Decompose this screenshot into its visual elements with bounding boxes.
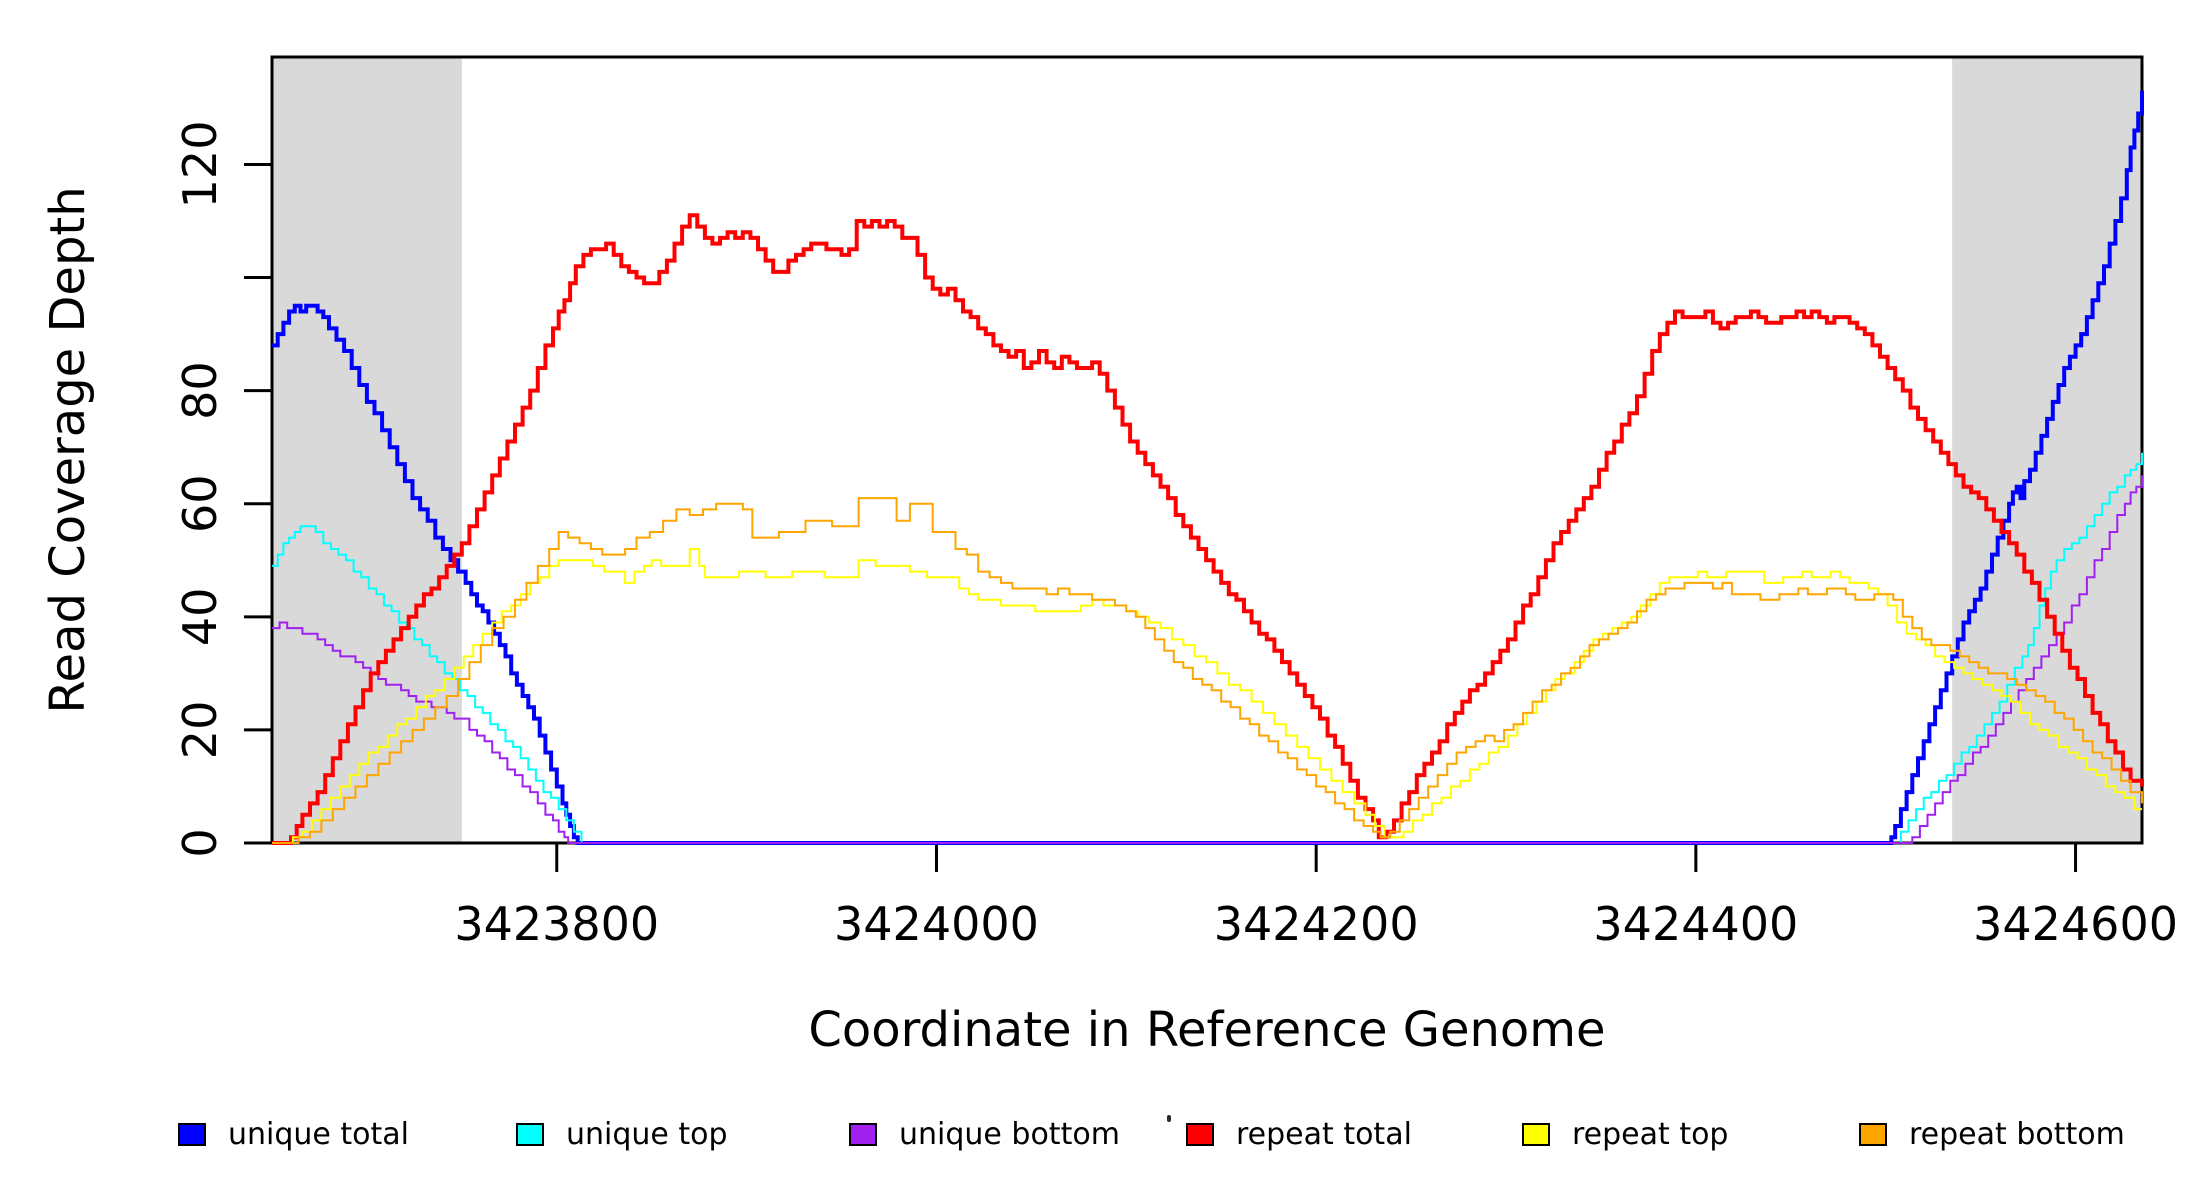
legend-label: repeat bottom [1909,1116,2125,1152]
legend-item-unique-top: unique top [516,1116,728,1152]
legend-swatch-icon [516,1122,544,1146]
legend-item-repeat-bottom: repeat bottom [1859,1116,2125,1152]
legend-swatch-icon [1859,1122,1887,1146]
legend-label: unique total [228,1116,410,1152]
x-tick-label: 3424600 [1973,897,2178,951]
plot-box [270,55,2144,845]
shaded-region-0 [272,57,462,843]
y-tick-label: 0 [173,828,227,857]
series-line-repeat-bottom [272,497,2143,844]
series-line-repeat-top [272,548,2142,844]
legend-item-unique-bottom: unique bottom [849,1116,1120,1152]
x-axis-title: Coordinate in Reference Genome [808,1002,1605,1058]
stray-mark [1167,1115,1171,1122]
legend-label: repeat top [1572,1116,1729,1152]
y-tick-label: 80 [173,361,227,420]
y-axis-title: Read Coverage Depth [40,186,96,713]
x-tick-label: 3424000 [834,897,1039,951]
shaded-region-1 [1952,57,2142,843]
legend-swatch-icon [1186,1122,1214,1146]
legend-label: unique bottom [899,1116,1120,1152]
y-tick-label: 40 [173,588,227,647]
legend-swatch-icon [178,1122,206,1146]
y-tick-label: 120 [173,121,227,209]
axis-layer: 3423800 3424000 3424200 3424400 3424600 0 20 40… [173,55,2178,951]
legend-swatch-icon [1522,1122,1550,1146]
x-tick-label: 3423800 [454,897,659,951]
series-line-repeat-total [272,213,2144,845]
legend-label: unique top [566,1116,728,1152]
shaded-regions-layer [272,57,2142,843]
legend-swatch-icon [849,1122,877,1146]
series-line-unique-top [272,452,2143,844]
y-tick-label: 60 [173,474,227,533]
y-tick-label: 20 [173,701,227,760]
legend-item-repeat-total: repeat total [1186,1116,1412,1152]
series-line-unique-total [272,90,2144,845]
legend-item-unique-total: unique total [178,1116,410,1152]
legend-item-repeat-top: repeat top [1522,1116,1729,1152]
x-tick-label: 3424200 [1214,897,1419,951]
series-lines-layer [272,90,2144,845]
legend-label: repeat total [1236,1116,1412,1152]
x-tick-label: 3424400 [1593,897,1798,951]
